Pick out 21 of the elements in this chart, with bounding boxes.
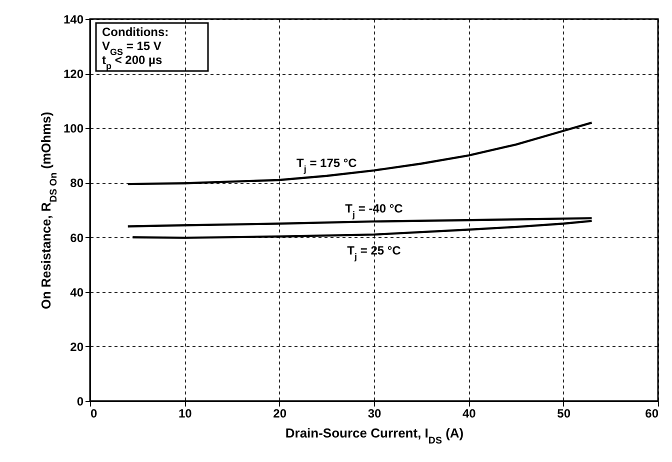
y-tick-label: 40	[70, 285, 84, 300]
series-label: T$_{j}$ = -40 °C	[345, 201, 404, 220]
x-tick-label: 60	[645, 406, 659, 420]
series-label: T$_{j}$ = 25 °C	[347, 244, 402, 262]
x-tick-label: 40	[462, 406, 476, 420]
y-tick-label: 80	[70, 176, 84, 190]
x-axis-title: Drain-Source Current, I$_{DS}$ (A)	[285, 426, 464, 446]
y-tick-label: 120	[63, 67, 84, 82]
y-tick-label: 140	[63, 12, 84, 26]
y-tick-label: 100	[63, 122, 84, 136]
series-label: T$_{j}$ = 175 °C	[296, 156, 358, 174]
y-tick-label: 0	[76, 394, 84, 408]
annotation: V$_{GS}$ = 15 V	[102, 39, 162, 57]
x-tick-label: 50	[557, 406, 571, 420]
annotation: Conditions:	[102, 25, 169, 39]
x-tick-label: 30	[368, 406, 382, 420]
x-tick-label: 10	[178, 406, 192, 420]
x-tick-label: 20	[273, 406, 287, 420]
x-tick-label: 0	[90, 406, 98, 420]
y-tick-label: 60	[70, 230, 84, 245]
y-tick-label: 20	[70, 340, 84, 354]
